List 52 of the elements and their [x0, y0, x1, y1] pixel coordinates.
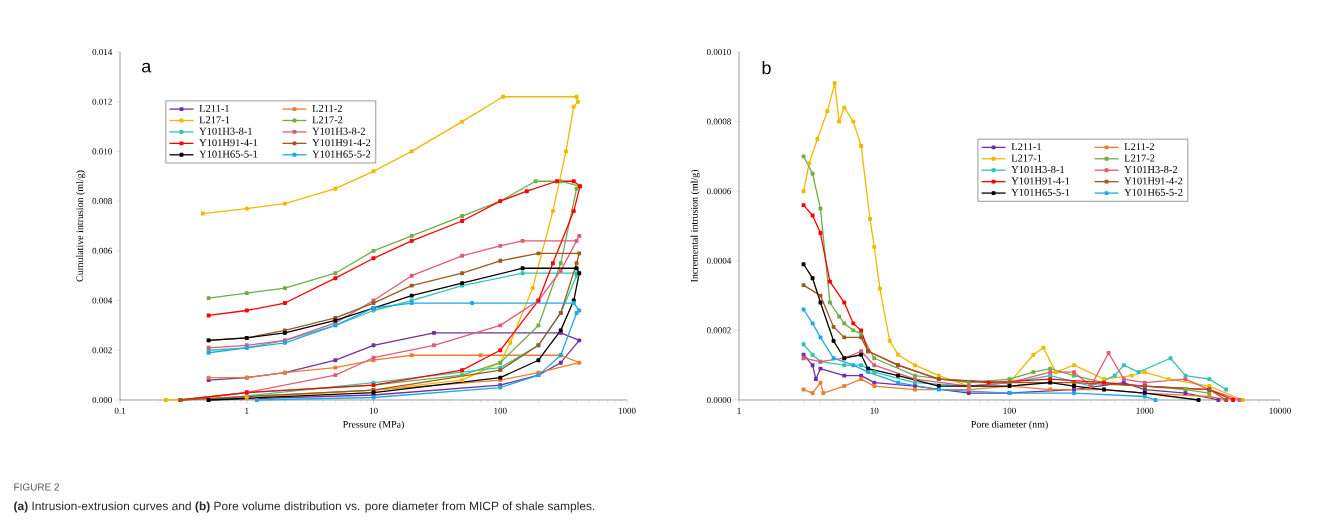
y-tick-label: 0.0000: [706, 396, 731, 404]
legend-label: Y101H3-8-2: [312, 127, 365, 135]
legend-label: L217-2: [312, 116, 343, 124]
legend-label: L211-2: [1124, 143, 1155, 151]
y-tick-label: 0.0004: [706, 257, 732, 264]
legend-label: Y101H91-4-2: [1124, 177, 1183, 185]
y-axis-title: Cumulative intrusion (ml/g): [76, 170, 86, 282]
x-tick-label: 10: [870, 407, 879, 414]
x-tick-label: 10000: [1269, 407, 1291, 414]
legend-label: Y101H65-5-2: [1124, 188, 1183, 196]
y-tick-label: 0.006: [92, 247, 113, 254]
legend-label: Y101H65-5-2: [312, 150, 371, 158]
y-tick-label: 0.000: [92, 396, 112, 404]
legend-label: L217-1: [199, 116, 230, 124]
y-tick-label: 0.0002: [706, 327, 731, 334]
legend-label: Y101H91-4-1: [1011, 177, 1070, 185]
x-axis-title: Pressure (MPa): [342, 420, 404, 430]
x-tick-label: 100: [1003, 407, 1016, 414]
y-tick-label: 0.0010: [706, 48, 731, 56]
x-tick-label: 1: [737, 407, 741, 414]
x-tick-label: 1000: [618, 407, 636, 414]
x-tick-label: 1000: [1136, 407, 1154, 414]
annotation: b: [762, 61, 771, 75]
y-axis-title: Incremental intrusion (ml/g): [690, 169, 700, 283]
annotation: a: [142, 62, 152, 73]
legend-label: Y101H3-8-2: [1124, 165, 1178, 174]
y-tick-label: 0.014: [92, 48, 113, 56]
x-tick-label: 1: [245, 407, 249, 414]
x-tick-label: 100: [494, 407, 507, 414]
legend-label: Y101H65-5-1: [199, 150, 258, 158]
text: (a) Intrusion-extrusion curves and (b) Pore volume distribution vs. pore diameter from MICP of shale samples.: [14, 501, 595, 513]
legend-label: Y101H3-8-1: [1011, 165, 1065, 174]
legend-label: Y101H91-4-2: [312, 139, 371, 147]
legend-label: L211-1: [199, 104, 229, 112]
x-tick-label: 0.1: [114, 407, 126, 414]
y-tick-label: 0.010: [92, 148, 112, 155]
y-tick-label: 0.008: [92, 198, 112, 205]
y-tick-label: 0.0008: [706, 118, 731, 125]
legend-label: Y101H65-5-1: [1011, 188, 1070, 196]
legend-label: L211-1: [1011, 143, 1041, 151]
y-tick-label: 0.004: [92, 297, 113, 304]
x-tick-label: 10: [369, 407, 378, 414]
y-tick-label: 0.002: [92, 347, 112, 354]
legend-label: L217-1: [1011, 154, 1042, 162]
caption: FIGURE 2: [14, 483, 59, 491]
legend-label: L211-2: [312, 104, 342, 112]
y-tick-label: 0.012: [92, 98, 112, 105]
legend-label: L217-2: [1124, 154, 1155, 162]
x-axis-title: Pore diameter (nm): [971, 420, 1048, 430]
y-tick-label: 0.0006: [706, 188, 731, 195]
legend-label: Y101H91-4-1: [199, 139, 258, 147]
legend-label: Y101H3-8-1: [199, 127, 252, 135]
